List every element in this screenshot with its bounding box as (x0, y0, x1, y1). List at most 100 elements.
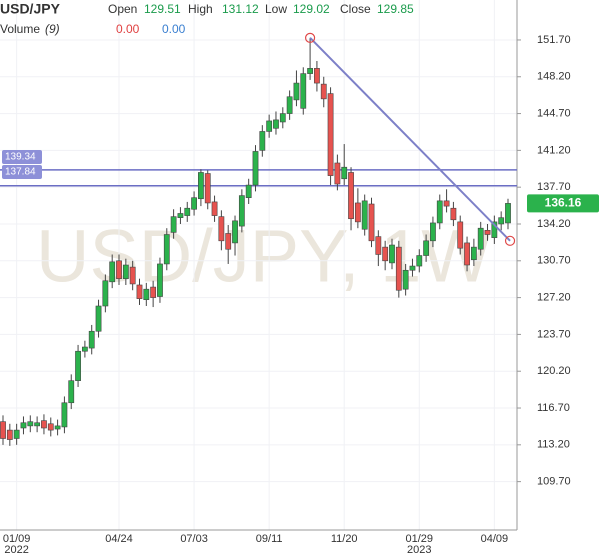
candle-body (41, 420, 47, 429)
y-tick-label: 109.70 (537, 476, 571, 488)
line-label: 137.84 (5, 167, 36, 178)
x-tick-label: 04/09 (481, 533, 509, 545)
candle-body (20, 422, 27, 429)
candle-body (163, 234, 170, 265)
candle-body (505, 203, 511, 224)
volume-value: 0.00 (162, 22, 186, 36)
x-tick-label: 11/20 (331, 533, 358, 545)
candle-body (498, 217, 505, 225)
candle-body (259, 131, 266, 151)
candle-body (314, 68, 320, 84)
candle-body (286, 96, 293, 114)
candle-body (109, 261, 116, 283)
trend-line (309, 37, 511, 242)
y-tick-label: 134.20 (537, 218, 571, 230)
x-tick-label: 07/03 (180, 533, 208, 545)
volume-period: (9) (45, 22, 60, 36)
candle-body (382, 246, 389, 262)
x-tick-label: 04/24 (105, 533, 133, 545)
candle-body (273, 119, 279, 129)
candle-body (266, 120, 273, 132)
candle-body (279, 113, 286, 123)
line-label-box (2, 165, 42, 179)
candle-body (150, 286, 157, 298)
line-label-box (2, 150, 42, 164)
year-label: 2022 (4, 544, 28, 556)
candle-body (75, 350, 81, 381)
candle-body (354, 202, 361, 223)
candle-body (430, 222, 436, 242)
candle-body (81, 346, 88, 352)
candle-body (136, 284, 143, 299)
y-tick-label: 144.70 (537, 107, 571, 119)
candle-body (245, 184, 252, 198)
candle-body (47, 423, 54, 431)
y-tick-label: 123.70 (537, 328, 571, 340)
candle-body (116, 260, 122, 279)
candle-body (334, 162, 341, 185)
candle-body (477, 227, 484, 250)
y-tick-label: 116.70 (537, 402, 570, 414)
candle-body (320, 83, 327, 100)
y-tick-label: 120.20 (537, 365, 571, 377)
y-tick-label: 137.70 (537, 181, 571, 193)
candle-body (170, 216, 177, 233)
close-value: 129.85 (377, 2, 414, 16)
trend-anchor (504, 235, 516, 246)
candle-body (457, 221, 464, 249)
low-label: Low (265, 2, 287, 16)
candle-body (129, 266, 136, 285)
symbol: USD/JPY (0, 1, 61, 17)
plot-area: USD/JPY, 1W (0, 0, 517, 530)
candle-body (443, 200, 450, 207)
y-tick-label: 113.20 (537, 439, 570, 451)
candle-body (177, 213, 184, 218)
candle-body (61, 402, 68, 428)
candle-body (300, 73, 307, 109)
candle-body (252, 151, 259, 186)
price-tag-label: 136.16 (545, 196, 582, 210)
candle-body (484, 229, 491, 235)
trend-anchor (304, 32, 316, 43)
y-tick-label: 148.20 (537, 71, 571, 83)
candle-body (232, 220, 238, 244)
candle-body (54, 425, 61, 430)
candle-body (102, 280, 109, 307)
candle-body (470, 246, 477, 261)
candle-body (423, 240, 430, 256)
candle-body (341, 166, 348, 180)
candle-body (184, 207, 191, 216)
x-tick-label: 01/09 (3, 533, 31, 545)
candle-body (6, 429, 13, 440)
candle-body (211, 201, 218, 216)
candle-body (368, 203, 375, 242)
candle-body (402, 269, 409, 290)
candle-body (293, 82, 300, 101)
candle-body (191, 197, 197, 210)
candle-body (238, 195, 245, 227)
year-label: 2023 (407, 544, 431, 556)
open-label: Open (108, 2, 137, 16)
candle-body (143, 288, 150, 301)
candle-body (34, 422, 41, 427)
candle-body (409, 265, 416, 271)
candle-body (218, 216, 225, 242)
candle-body (491, 221, 498, 238)
candle-body (395, 246, 402, 291)
volume-label: Volume (0, 22, 40, 36)
y-tick-label: 141.20 (537, 144, 571, 156)
candle-body (27, 421, 34, 427)
x-tick-label: 01/29 (406, 533, 434, 545)
y-tick-label: 127.20 (537, 292, 571, 304)
candle-body (157, 263, 163, 297)
candle-body (68, 380, 75, 404)
high-label: High (188, 2, 213, 16)
line-label: 139.34 (5, 152, 36, 163)
volume-value: 0.00 (116, 22, 140, 36)
candle-body (122, 264, 129, 279)
candle-body (436, 200, 443, 224)
y-tick-label: 151.70 (537, 34, 571, 46)
candle-body (198, 172, 204, 200)
y-tick-label: 130.70 (537, 255, 571, 267)
